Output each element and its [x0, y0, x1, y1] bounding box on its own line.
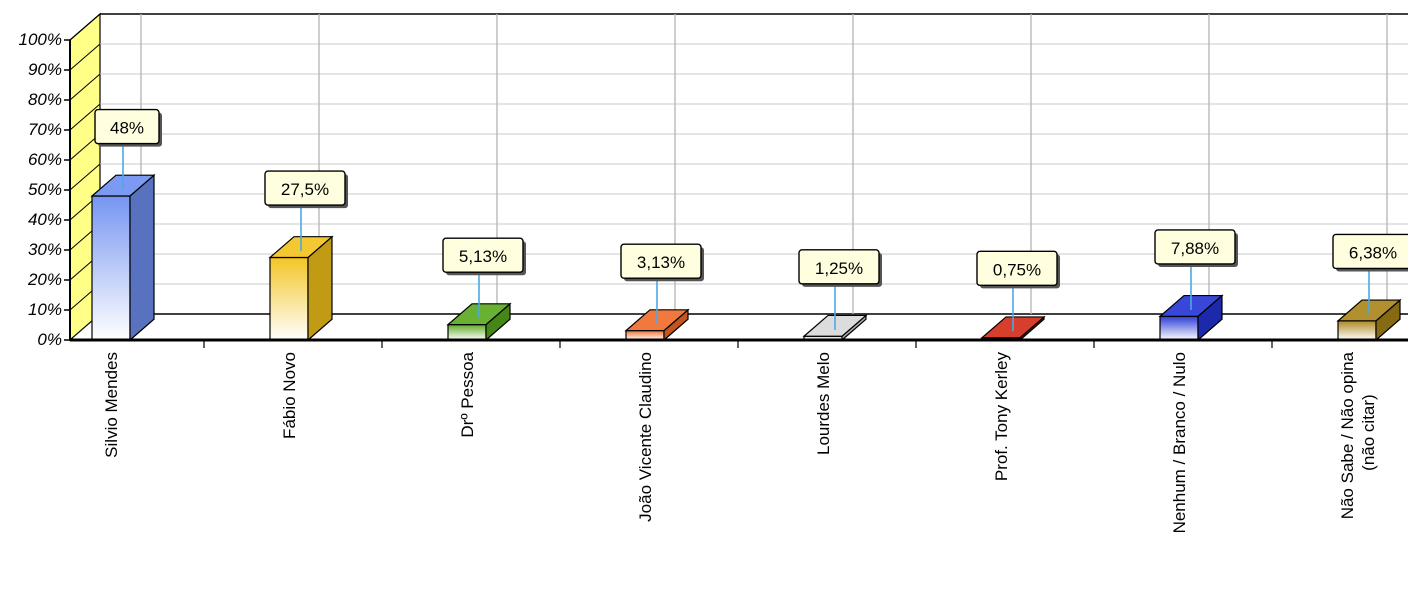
x-axis: Silvio Mendes Fábio Novo Drº Pessoa João Vi…: [70, 338, 1408, 533]
bar-front: [91, 195, 131, 341]
data-label: 1,25%: [798, 249, 882, 330]
data-label: 5,13%: [442, 237, 526, 319]
y-tick-label: 20%: [27, 270, 62, 289]
x-tick-label: Lourdes Melo: [814, 352, 833, 455]
x-tick-label: Fábio Novo: [280, 352, 299, 439]
bars: [90, 173, 1402, 342]
data-label-text: 48%: [110, 119, 144, 138]
label-box: [94, 108, 160, 145]
label-box: [1332, 233, 1408, 270]
x-tick-label: Nenhum / Branco / Nulo: [1170, 352, 1189, 533]
y-tick-label: 40%: [28, 210, 62, 229]
y-tick-label: 0%: [37, 330, 62, 349]
data-label-text: 1,25%: [815, 259, 863, 278]
bar-front: [269, 256, 309, 341]
label-box: [442, 237, 524, 273]
x-tick-label: Drº Pessoa: [458, 351, 477, 437]
y-axis: 0% 10% 20% 30% 40% 50% 60% 70% 80% 90% 100%: [19, 30, 71, 349]
y-tick-label: 10%: [28, 300, 62, 319]
x-tick-label: João Vicente Claudino: [636, 352, 655, 522]
label-box: [264, 170, 346, 206]
bar-front: [1159, 315, 1199, 341]
data-label: 0,75%: [976, 250, 1060, 332]
data-label-text: 27,5%: [281, 180, 329, 199]
y-tick-label: 60%: [28, 150, 62, 169]
bar-side: [129, 173, 155, 342]
y-tick-label: 100%: [19, 30, 62, 49]
x-tick-label: Não Sabe / Não opina (não citar): [1338, 351, 1378, 519]
label-box: [976, 250, 1058, 287]
data-label: 3,13%: [620, 243, 704, 325]
x-tick-label: Prof. Tony Kerley: [992, 352, 1011, 482]
data-label-text: 5,13%: [459, 247, 507, 266]
data-label-text: 7,88%: [1171, 239, 1219, 258]
y-tick-label: 30%: [28, 240, 62, 259]
label-box: [620, 243, 702, 279]
y-tick-label: 50%: [28, 180, 62, 199]
y-tick-label: 90%: [28, 60, 62, 79]
label-box: [798, 249, 880, 285]
x-tick-label: Silvio Mendes: [102, 352, 121, 458]
data-label: 27,5%: [264, 170, 348, 252]
wall-gridline: [69, 103, 101, 131]
wall-gridline: [69, 43, 101, 71]
data-label: 7,88%: [1154, 229, 1238, 310]
data-label-text: 3,13%: [637, 253, 685, 272]
wall-gridline: [69, 163, 101, 191]
label-box: [1154, 229, 1236, 265]
y-tick-label: 70%: [28, 120, 62, 139]
y-tick-label: 80%: [28, 90, 62, 109]
floor: [70, 314, 1408, 340]
bar-front: [447, 324, 487, 341]
wall-gridline: [69, 73, 101, 101]
data-label-text: 6,38%: [1349, 243, 1397, 262]
data-labels: 48% 27,5% 5,13% 3,13% 1,25% 0,75% 7,88% 6,38%: [94, 108, 1408, 332]
bar-front: [1337, 320, 1377, 341]
data-label: 48%: [94, 108, 162, 190]
data-label-text: 0,75%: [993, 260, 1041, 279]
wall-gridline: [69, 13, 101, 41]
bar: [90, 173, 156, 342]
bar: [268, 235, 334, 342]
data-label: 6,38%: [1332, 233, 1408, 315]
